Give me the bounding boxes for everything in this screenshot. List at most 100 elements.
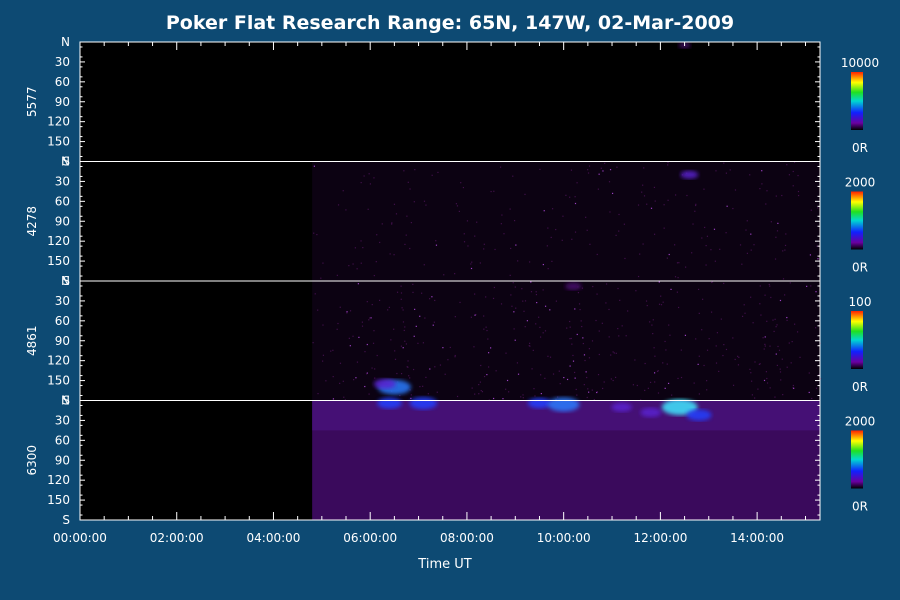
- noise-pixel: [436, 391, 438, 393]
- noise-pixel: [653, 233, 656, 235]
- noise-pixel: [512, 175, 514, 177]
- noise-pixel: [642, 243, 644, 245]
- noise-pixel: [439, 364, 442, 366]
- noise-pixel: [649, 381, 652, 384]
- noise-pixel: [403, 329, 405, 332]
- noise-pixel: [764, 343, 766, 345]
- noise-pixel: [809, 254, 812, 256]
- y-tick-label: S: [62, 274, 70, 288]
- noise-pixel: [741, 315, 744, 317]
- noise-pixel: [695, 204, 697, 207]
- noise-pixel: [788, 342, 790, 344]
- noise-pixel: [612, 351, 614, 353]
- noise-pixel: [582, 337, 584, 339]
- noise-pixel: [574, 202, 577, 205]
- noise-pixel: [400, 298, 402, 300]
- noise-pixel: [360, 262, 362, 264]
- noise-pixel: [586, 396, 588, 399]
- noise-pixel: [776, 364, 778, 367]
- noise-pixel: [751, 380, 753, 382]
- noise-pixel: [508, 391, 510, 393]
- noise-pixel: [792, 185, 794, 187]
- noise-pixel: [759, 285, 761, 287]
- noise-pixel: [312, 342, 314, 344]
- noise-pixel: [354, 247, 356, 249]
- noise-pixel: [376, 234, 378, 236]
- aurora-feature: [547, 397, 580, 412]
- noise-pixel: [786, 316, 788, 319]
- noise-pixel: [750, 249, 752, 251]
- noise-pixel: [581, 287, 584, 289]
- aurora-feature: [377, 397, 402, 409]
- noise-pixel: [674, 276, 677, 278]
- colorbar-max-label: 2000: [845, 415, 876, 429]
- noise-pixel: [404, 243, 406, 246]
- noise-pixel: [602, 387, 604, 390]
- colorbar-max-label: 2000: [845, 176, 876, 190]
- noise-pixel: [713, 228, 716, 230]
- noise-pixel: [409, 389, 411, 391]
- noise-pixel: [388, 306, 390, 308]
- noise-pixel: [547, 268, 549, 270]
- noise-pixel: [715, 170, 717, 172]
- y-tick-label: S: [62, 155, 70, 169]
- y-tick-label: 30: [55, 174, 70, 188]
- noise-pixel: [322, 360, 324, 362]
- noise-pixel: [565, 194, 567, 196]
- noise-pixel: [364, 385, 366, 388]
- noise-pixel: [393, 254, 395, 256]
- noise-pixel: [530, 281, 532, 283]
- noise-pixel: [714, 260, 716, 262]
- colorbar-max-label: 100: [849, 295, 872, 309]
- noise-pixel: [412, 291, 414, 293]
- noise-pixel: [587, 169, 589, 171]
- noise-pixel: [571, 238, 573, 240]
- noise-pixel: [431, 296, 433, 298]
- noise-pixel: [635, 290, 637, 292]
- noise-pixel: [570, 169, 573, 171]
- noise-pixel: [400, 373, 403, 375]
- noise-pixel: [811, 397, 813, 400]
- noise-pixel: [390, 339, 392, 341]
- noise-pixel: [378, 299, 381, 301]
- noise-pixel: [435, 244, 438, 246]
- noise-pixel: [743, 304, 745, 306]
- noise-pixel: [677, 306, 680, 309]
- colorbar-min-label: 0R: [852, 141, 868, 155]
- noise-pixel: [816, 245, 818, 247]
- y-tick-label: S: [62, 513, 70, 527]
- noise-pixel: [777, 222, 779, 224]
- noise-pixel: [363, 175, 365, 177]
- noise-pixel: [449, 346, 451, 349]
- noise-pixel: [470, 263, 472, 265]
- noise-pixel: [808, 372, 810, 374]
- noise-pixel: [737, 364, 740, 366]
- noise-pixel: [371, 303, 373, 306]
- noise-pixel: [339, 362, 342, 364]
- noise-pixel: [677, 377, 679, 380]
- noise-pixel: [494, 248, 496, 251]
- noise-pixel: [780, 379, 782, 381]
- noise-pixel: [471, 387, 473, 389]
- noise-pixel: [431, 174, 433, 176]
- noise-pixel: [501, 214, 503, 216]
- noise-pixel: [618, 213, 620, 216]
- noise-pixel: [725, 348, 728, 351]
- noise-pixel: [749, 174, 751, 176]
- noise-pixel: [697, 363, 699, 365]
- noise-pixel: [521, 288, 523, 290]
- noise-pixel: [412, 368, 415, 371]
- noise-pixel: [462, 186, 465, 189]
- noise-pixel: [492, 297, 495, 300]
- noise-pixel: [586, 376, 588, 379]
- noise-pixel: [703, 188, 705, 190]
- noise-pixel: [710, 249, 712, 251]
- noise-pixel: [765, 203, 767, 205]
- noise-pixel: [487, 338, 489, 340]
- noise-pixel: [772, 319, 774, 321]
- noise-pixel: [394, 358, 397, 360]
- noise-pixel: [514, 286, 516, 288]
- noise-pixel: [775, 236, 777, 238]
- noise-pixel: [500, 303, 503, 305]
- noise-pixel: [706, 235, 709, 237]
